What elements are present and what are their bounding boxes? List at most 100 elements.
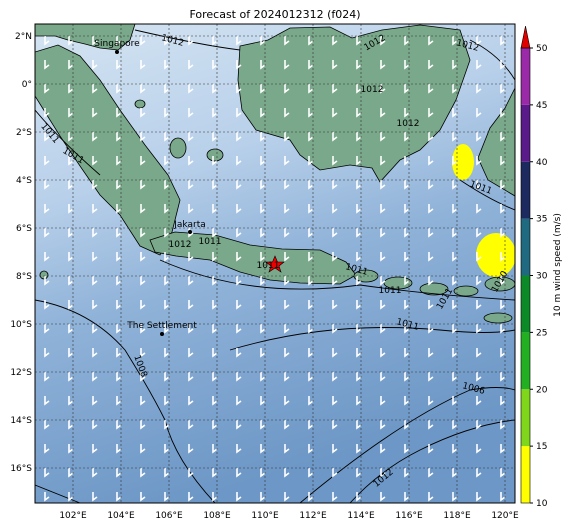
wind-barb — [92, 228, 98, 238]
wind-barb — [164, 372, 170, 382]
wind-barb — [308, 324, 314, 334]
wind-barb — [476, 324, 482, 334]
wind-barb — [428, 276, 434, 286]
wind-barb — [500, 108, 506, 118]
wind-barb — [332, 372, 338, 382]
wind-barb — [332, 324, 338, 334]
wind-barb — [380, 204, 386, 214]
wind-barb — [356, 132, 362, 142]
wind-barb — [308, 84, 314, 94]
wind-barb — [212, 276, 218, 286]
wind-barb — [164, 252, 170, 262]
wind-barb — [332, 180, 338, 190]
wind-barb — [332, 60, 338, 70]
wind-barb — [356, 492, 362, 502]
y-tick-label: 12°S — [10, 368, 32, 378]
isobars — [35, 29, 515, 503]
wind-barb — [476, 156, 482, 166]
wind-barb — [500, 132, 506, 142]
wind-barb — [380, 84, 386, 94]
wind-barb — [236, 396, 242, 406]
wind-barb — [356, 300, 362, 310]
wind-barb — [500, 276, 506, 286]
wind-barb — [260, 108, 266, 118]
wind-barb — [140, 348, 146, 358]
wind-barb — [212, 132, 218, 142]
wind-barb — [380, 228, 386, 238]
colorbar-segment — [521, 104, 530, 162]
wind-barb — [308, 204, 314, 214]
wind-barb — [140, 444, 146, 454]
wind-barb — [404, 60, 410, 70]
y-tick-label: 2°S — [16, 128, 32, 138]
wind-barb — [428, 108, 434, 118]
wind-barb — [68, 204, 74, 214]
wind-barb — [212, 324, 218, 334]
wind-barb — [92, 396, 98, 406]
wind-barb — [332, 252, 338, 262]
x-tick-label: 106°E — [155, 511, 183, 521]
wind-barb — [452, 300, 458, 310]
wind-barb — [332, 276, 338, 286]
wind-barb — [452, 420, 458, 430]
wind-barb — [356, 36, 362, 46]
wind-barb — [332, 396, 338, 406]
wind-barb — [44, 300, 50, 310]
wind-barb — [284, 396, 290, 406]
wind-barb — [164, 156, 170, 166]
wind-barb — [284, 36, 290, 46]
wind-barb — [500, 324, 506, 334]
wind-barb — [428, 60, 434, 70]
y-tick-label: 0° — [22, 80, 32, 90]
wind-barb — [212, 180, 218, 190]
wind-barb — [212, 108, 218, 118]
wind-barb — [44, 444, 50, 454]
wind-barb — [476, 300, 482, 310]
wind-barb — [116, 132, 122, 142]
wind-barb — [68, 108, 74, 118]
y-tick-label: 6°S — [16, 224, 32, 234]
wind-barb — [92, 252, 98, 262]
wind-barb — [260, 252, 266, 262]
wind-barb — [428, 132, 434, 142]
wind-barb — [164, 60, 170, 70]
wind-barb — [428, 180, 434, 190]
wind-barb — [236, 468, 242, 478]
wind-barb — [332, 348, 338, 358]
place-label: The Settlement — [126, 321, 197, 331]
wind-barb — [44, 396, 50, 406]
wind-barb — [476, 36, 482, 46]
colorbar-tick-label: 25 — [536, 328, 547, 338]
wind-barb — [68, 468, 74, 478]
wind-barb — [476, 396, 482, 406]
wind-barb — [116, 396, 122, 406]
isobar-label: 1012 — [397, 119, 420, 129]
wind-barb — [284, 468, 290, 478]
wind-barb — [500, 204, 506, 214]
wind-barb — [212, 84, 218, 94]
wind-barb — [284, 252, 290, 262]
wind-barb — [140, 300, 146, 310]
wind-barb — [356, 444, 362, 454]
wind-barb — [284, 60, 290, 70]
wind-barb — [284, 228, 290, 238]
wind-barb — [116, 180, 122, 190]
wind-barb — [68, 252, 74, 262]
wind-barb — [140, 132, 146, 142]
wind-barb — [140, 156, 146, 166]
wind-barb — [188, 324, 194, 334]
isobar-label: 1011 — [257, 261, 280, 271]
wind-barb — [68, 372, 74, 382]
wind-barb — [116, 204, 122, 214]
wind-barb — [188, 156, 194, 166]
wind-barb — [356, 204, 362, 214]
wind-barb — [380, 468, 386, 478]
wind-barb — [500, 348, 506, 358]
wind-barb — [116, 444, 122, 454]
wind-barb — [92, 300, 98, 310]
wind-barb — [68, 132, 74, 142]
wind-barb — [404, 36, 410, 46]
wind-barb — [140, 324, 146, 334]
map-frame — [34, 23, 516, 504]
